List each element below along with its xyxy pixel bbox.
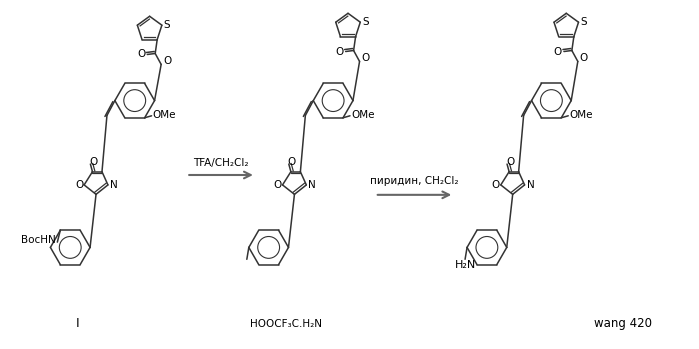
Text: H₂N: H₂N: [454, 260, 476, 270]
Text: O: O: [554, 46, 562, 57]
Text: OMe: OMe: [152, 110, 176, 120]
Text: O: O: [506, 157, 514, 167]
Text: O: O: [89, 157, 97, 167]
Text: OMe: OMe: [569, 110, 593, 120]
Text: S: S: [580, 17, 586, 27]
Text: O: O: [163, 57, 171, 66]
Text: N: N: [526, 180, 535, 190]
Text: HOOCF₃C.H₂N: HOOCF₃C.H₂N: [250, 319, 322, 329]
Text: S: S: [362, 17, 368, 27]
Text: TFA/CH₂Cl₂: TFA/CH₂Cl₂: [194, 158, 249, 168]
Text: O: O: [361, 53, 370, 64]
Text: O: O: [579, 53, 588, 64]
Text: N: N: [110, 180, 117, 190]
Text: O: O: [137, 50, 145, 59]
Text: пиридин, CH₂Cl₂: пиридин, CH₂Cl₂: [370, 176, 459, 186]
Text: wang 420: wang 420: [594, 317, 651, 330]
Text: S: S: [164, 20, 170, 30]
Text: N: N: [308, 180, 316, 190]
Text: O: O: [491, 180, 500, 190]
Text: I: I: [75, 317, 79, 330]
Text: O: O: [288, 157, 296, 167]
Text: O: O: [273, 180, 282, 190]
Text: BocHN: BocHN: [20, 235, 55, 245]
Text: OMe: OMe: [351, 110, 375, 120]
Text: O: O: [336, 46, 344, 57]
Text: O: O: [75, 180, 83, 190]
